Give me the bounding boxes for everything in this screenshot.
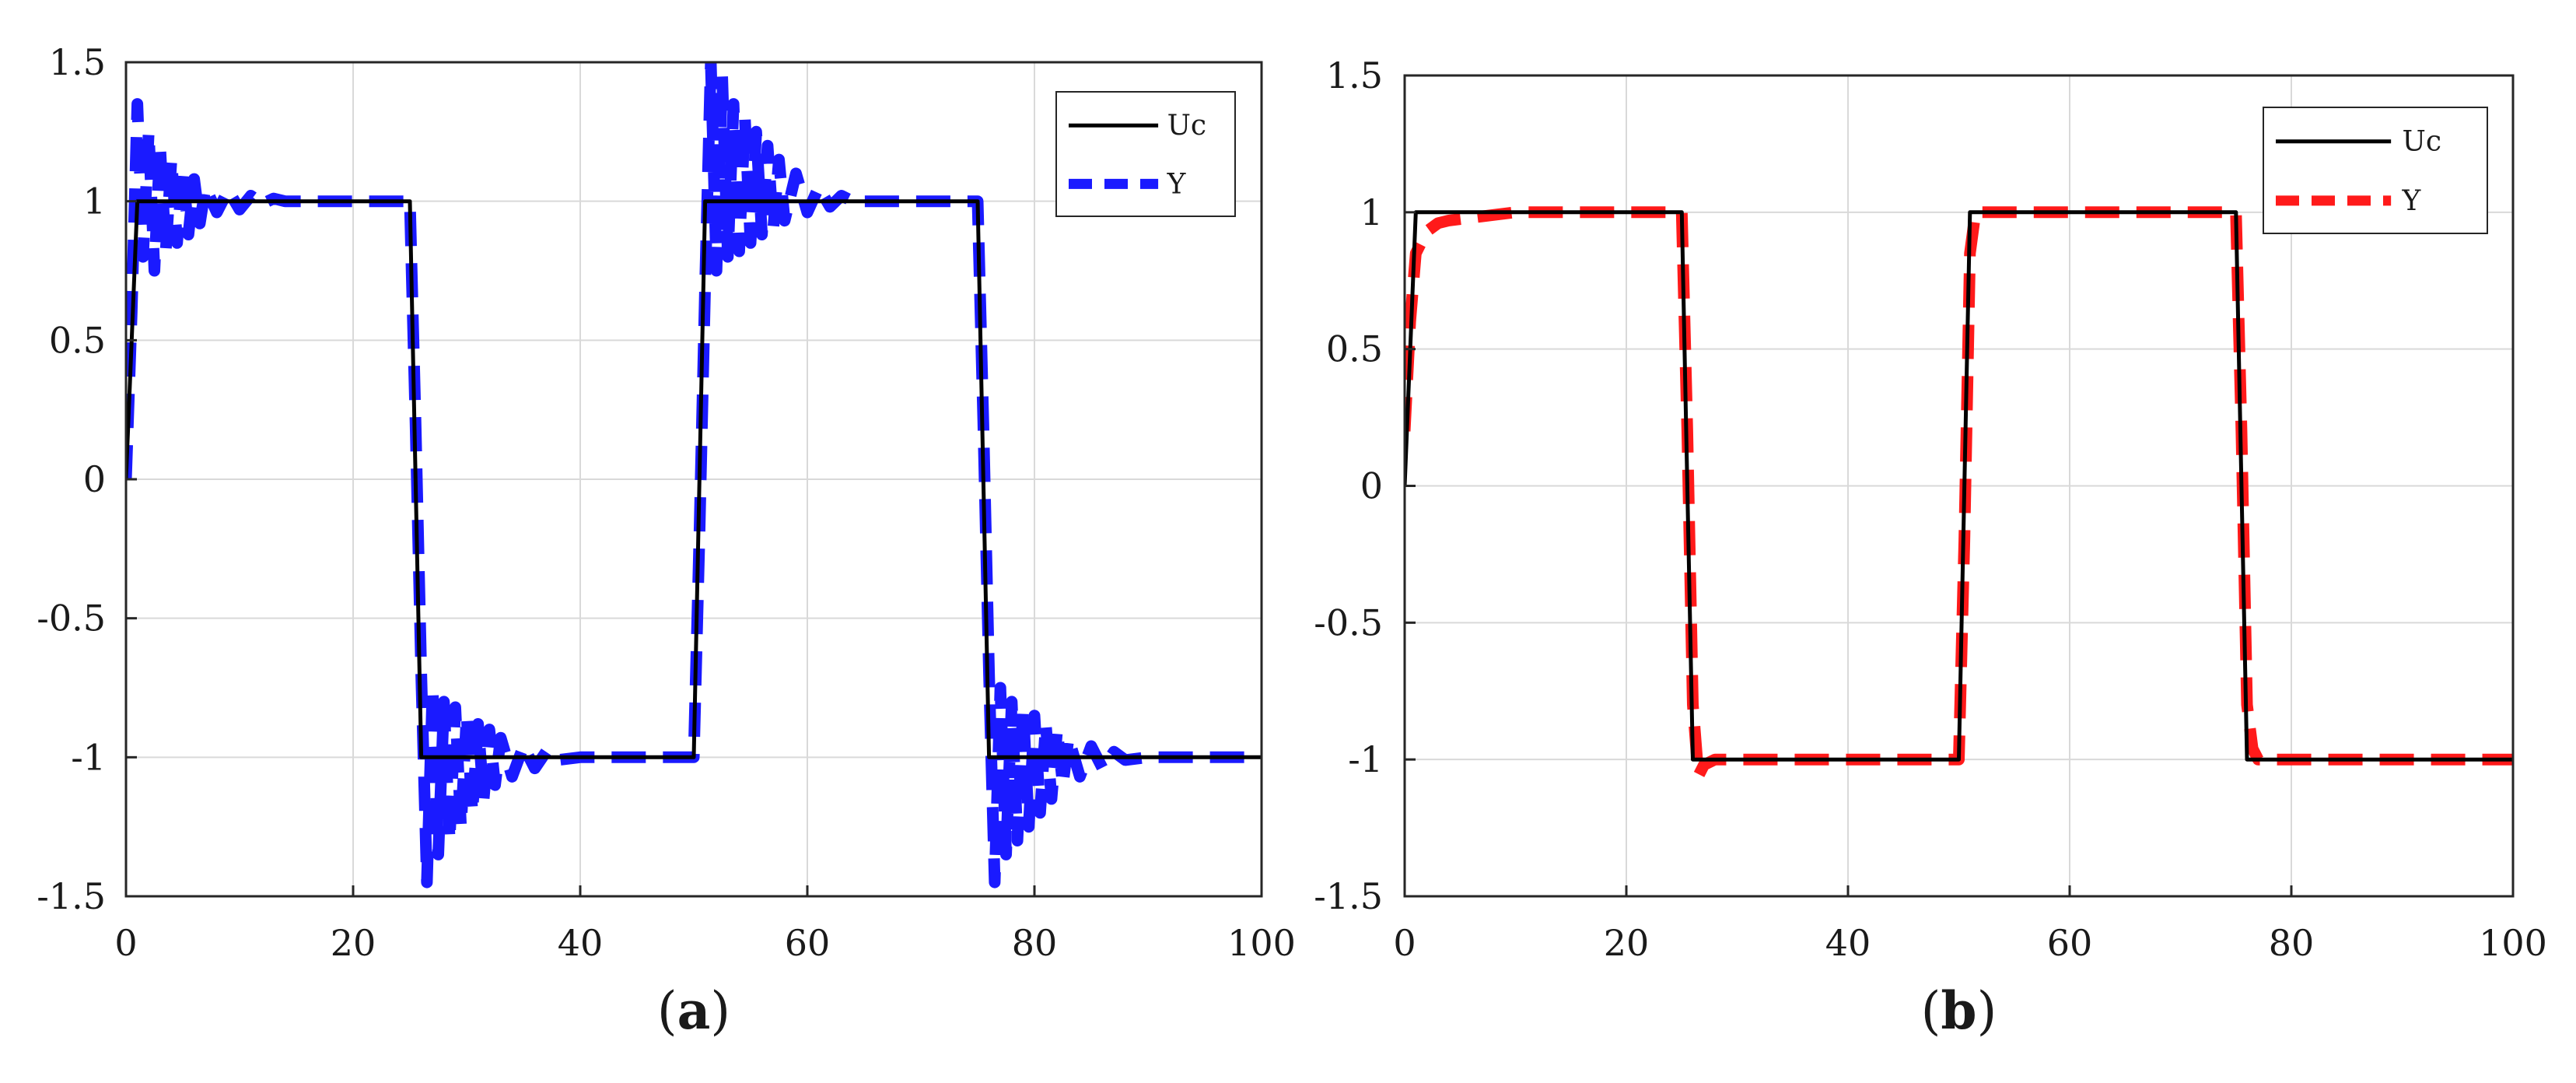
y-tick-label: 0.5: [1326, 328, 1383, 370]
y-tick-label: 1: [1360, 191, 1383, 233]
y-tick-label: 0.5: [49, 319, 106, 361]
y-tick-label: 0: [1360, 465, 1383, 507]
legend: Uc Y: [1055, 91, 1236, 217]
legend-box: [1055, 91, 1236, 217]
legend-box: [2263, 107, 2488, 234]
y-tick-label: -0.5: [37, 598, 106, 640]
x-tick-label: 20: [1604, 922, 1650, 964]
y-tick-label: 1.5: [1326, 54, 1383, 96]
y-tick-label: -1: [71, 736, 106, 778]
x-tick-label: 100: [2479, 922, 2547, 964]
y-tick-label: -0.5: [1314, 601, 1383, 643]
panel-label: (b): [1921, 980, 1997, 1041]
x-tick-label: 60: [785, 922, 831, 964]
legend: Uc Y: [2263, 107, 2488, 234]
x-tick-label: 100: [1227, 922, 1296, 964]
series-line-uc: [126, 199, 1262, 759]
series-line-uc: [1405, 210, 2513, 762]
series-group: [126, 62, 1262, 888]
y-tick-label: 1.5: [49, 41, 106, 83]
panel-b: 0 20 40 60 80 100 1.5 1 0.5 0 -0.5 -1 -1.5 Uc Y (b): [1314, 54, 2547, 1041]
x-tick-label: 80: [2269, 922, 2315, 964]
legend-label-uc: Uc: [1167, 110, 1207, 142]
x-tick-label: 0: [1393, 922, 1416, 964]
y-tick-label: -1: [1348, 738, 1383, 780]
x-tick-label: 40: [1825, 922, 1871, 964]
x-tick-label: 20: [331, 922, 376, 964]
x-tick-label: 80: [1012, 922, 1058, 964]
legend-label-y: Y: [1167, 168, 1187, 200]
y-tick-label: 1: [83, 180, 106, 223]
x-tick-label: 0: [114, 922, 137, 964]
y-tick-label: -1.5: [1314, 875, 1383, 917]
panel-a: 0 20 40 60 80 100 1.5 1 0.5 0 -0.5 -1 -1.5 Uc Y (a): [37, 41, 1296, 1041]
series-group: [1405, 206, 2513, 782]
series-line-y: [126, 62, 1262, 888]
legend-label-y: Y: [2402, 185, 2422, 217]
y-tick-label: -1.5: [37, 875, 106, 917]
panel-label: (a): [657, 980, 730, 1041]
x-tick-label: 60: [2047, 922, 2093, 964]
y-tick-label: 0: [83, 458, 106, 500]
x-tick-label: 40: [558, 922, 604, 964]
legend-label-uc: Uc: [2403, 126, 2442, 158]
